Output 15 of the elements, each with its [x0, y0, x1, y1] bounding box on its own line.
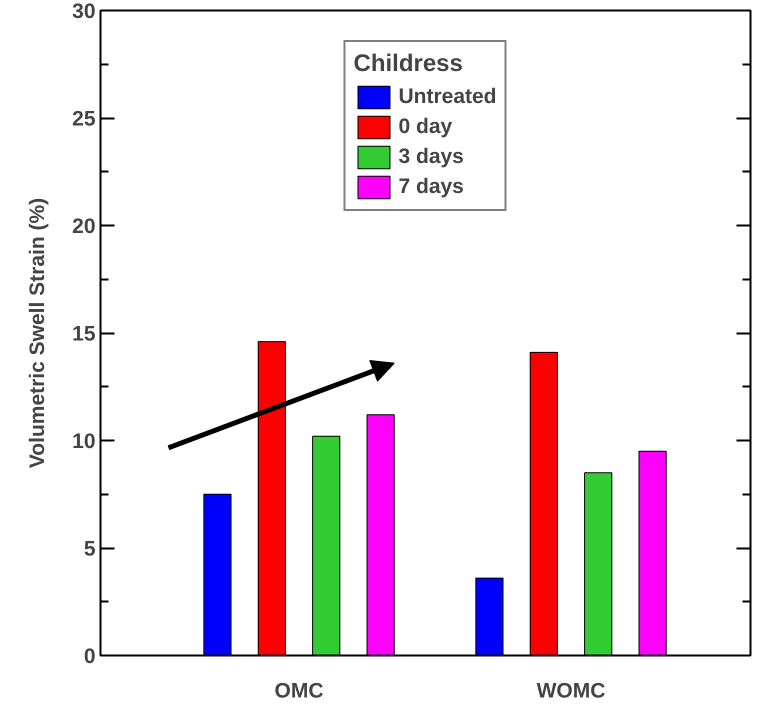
y-tick-label: 20 — [72, 215, 96, 238]
legend-label: 0 day — [398, 114, 452, 140]
x-tick-label: OMC — [274, 680, 324, 702]
y-tick-label: 15 — [72, 322, 96, 346]
y-tick-label: 0 — [84, 645, 96, 668]
legend-label: 3 days — [398, 144, 464, 170]
y-tick-label: 25 — [72, 108, 96, 130]
legend-label: 7 days — [398, 174, 464, 200]
y-axis-title: Volumetric Swell Strain (%) — [26, 198, 50, 468]
legend-label: Untreated — [398, 84, 497, 110]
y-tick-label: 5 — [84, 538, 96, 560]
y-tick-label: 30 — [72, 0, 96, 23]
x-tick-label: WOMC — [536, 680, 606, 702]
y-tick-label: 10 — [72, 430, 96, 453]
legend-title: Childress — [353, 50, 464, 78]
